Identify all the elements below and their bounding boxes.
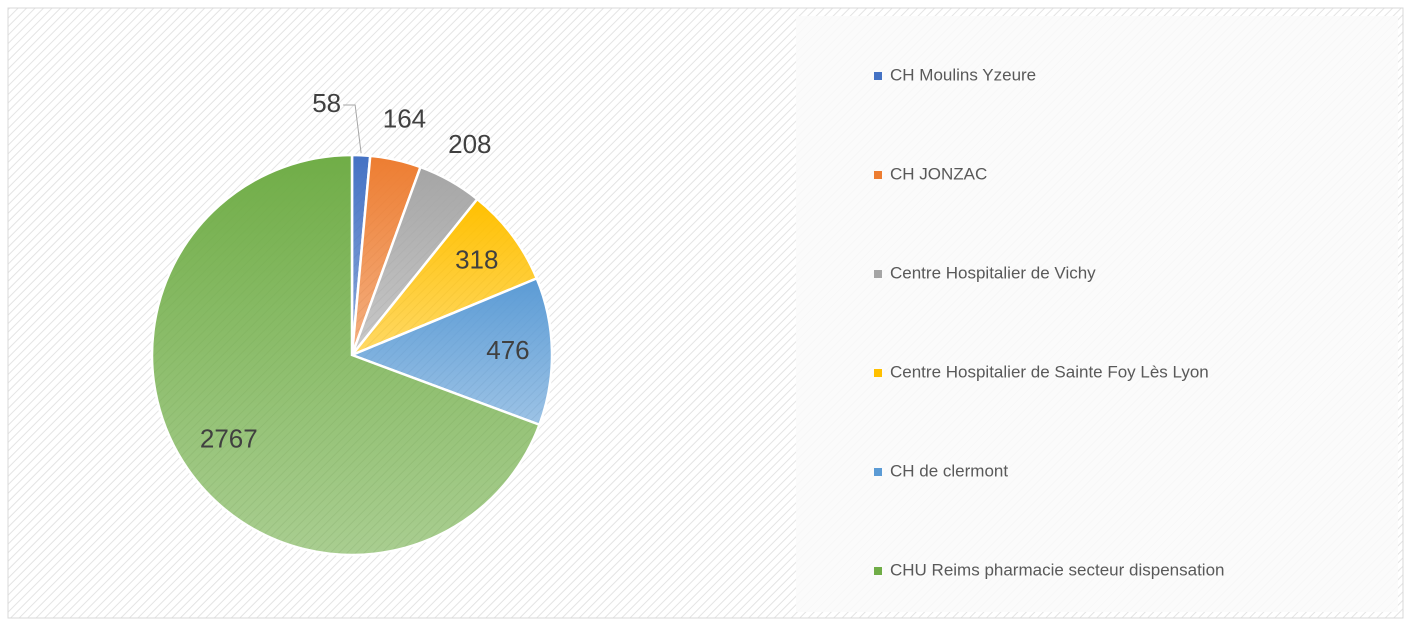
legend-marker	[874, 468, 882, 476]
legend-marker	[874, 72, 882, 80]
legend-marker	[874, 369, 882, 377]
leader-line	[343, 104, 362, 154]
legend-marker	[874, 567, 882, 575]
pie-slice	[150, 153, 542, 557]
data-label: 476	[486, 335, 529, 365]
legend-marker	[874, 171, 882, 179]
data-label: 2767	[200, 423, 258, 453]
legend-label: CHU Reims pharmacie secteur dispensation	[890, 560, 1224, 579]
legend-background	[796, 16, 1398, 612]
legend-label: Centre Hospitalier de Sainte Foy Lès Lyo…	[890, 362, 1209, 381]
data-label: 208	[448, 129, 491, 159]
legend-label: CH JONZAC	[890, 164, 987, 183]
pie-slice	[351, 197, 539, 357]
legend-label: Centre Hospitalier de Vichy	[890, 263, 1096, 282]
legend-label: CH Moulins Yzeure	[890, 65, 1036, 84]
data-label: 58	[312, 88, 341, 118]
data-label: 164	[383, 104, 426, 134]
legend-marker	[874, 270, 882, 278]
data-label: 318	[455, 244, 498, 274]
legend-label: CH de clermont	[890, 461, 1008, 480]
pie-slice	[348, 276, 554, 427]
